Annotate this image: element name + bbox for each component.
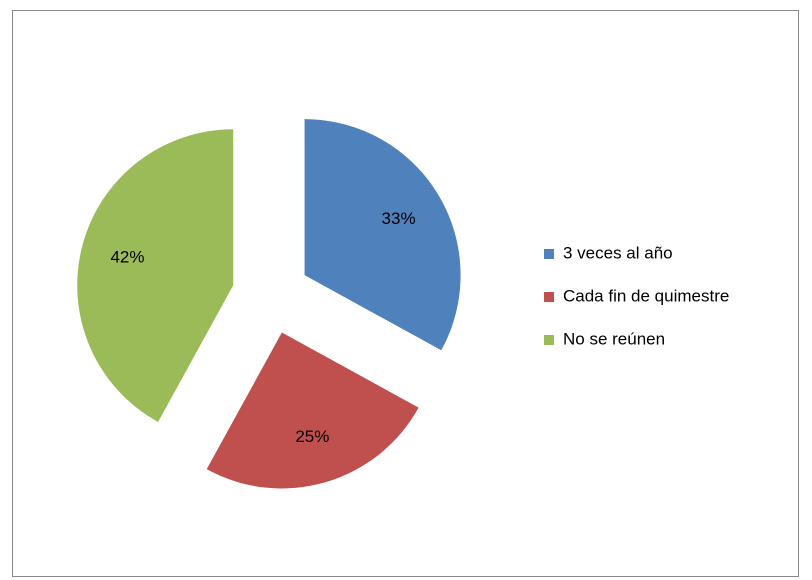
legend-label: Cada fin de quimestre (563, 286, 729, 305)
pie-slice (77, 129, 234, 423)
legend-label: No se reúnen (563, 329, 665, 348)
pie-slice (304, 119, 461, 351)
legend-label: 3 veces al año (563, 243, 673, 262)
data-label: 42% (110, 248, 144, 267)
legend-swatch (544, 335, 554, 345)
data-label: 25% (295, 427, 329, 446)
pie-slice (206, 332, 419, 489)
legend-swatch (544, 249, 554, 259)
data-label: 33% (382, 209, 416, 228)
legend-swatch (544, 292, 554, 302)
